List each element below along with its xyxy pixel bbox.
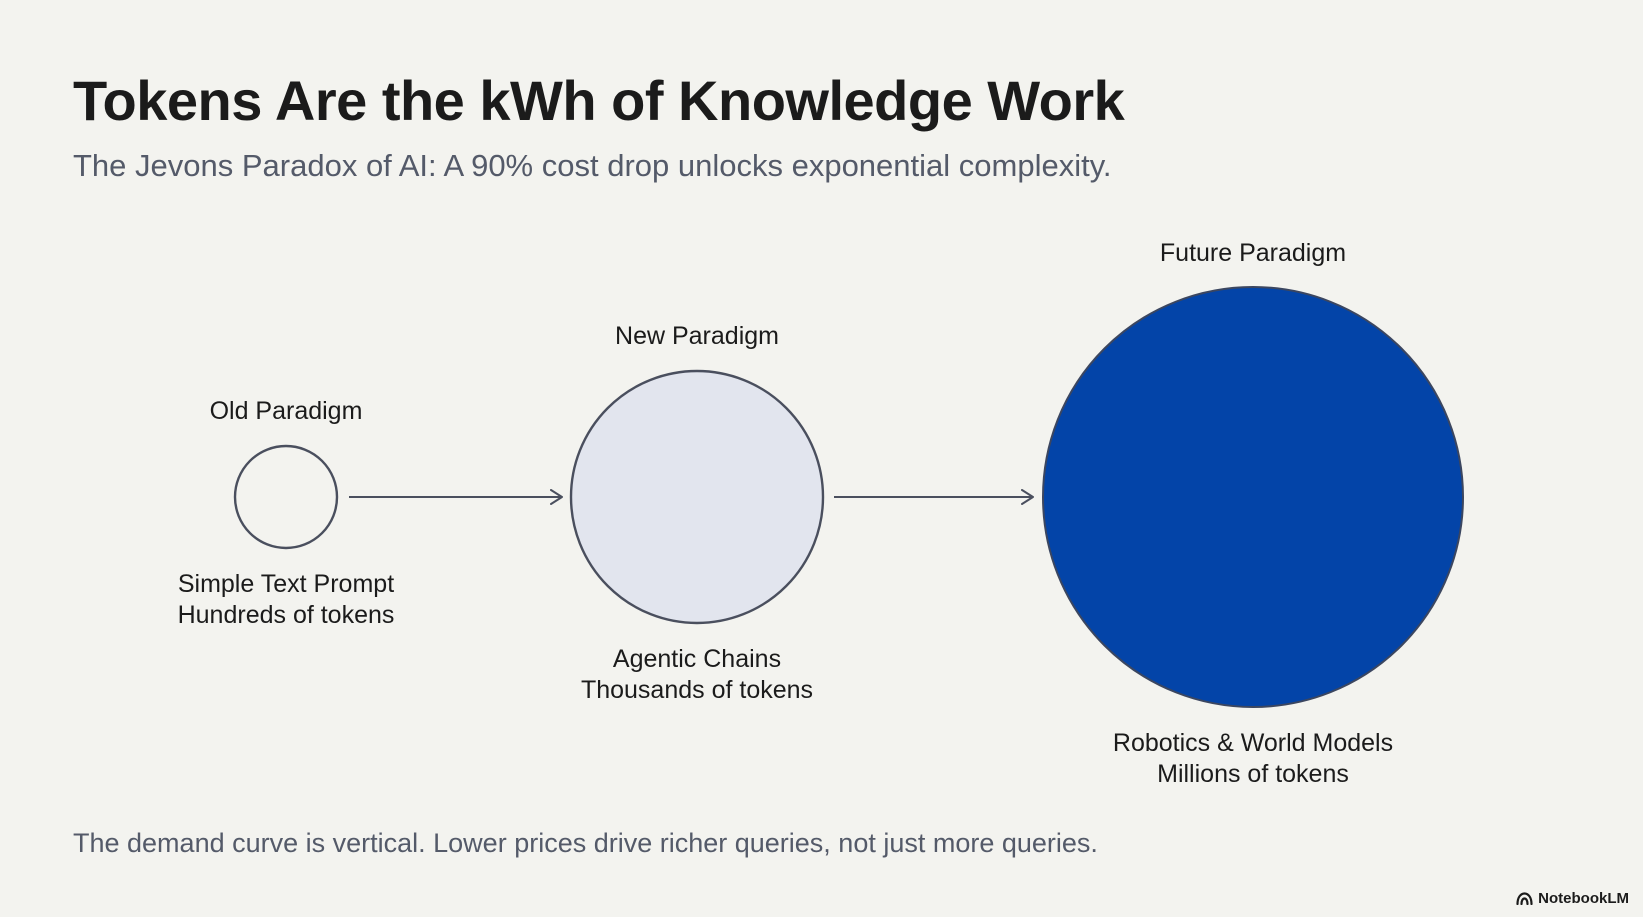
- notebooklm-brand: NotebookLM: [1516, 890, 1629, 907]
- future-paradigm-desc-line1: Robotics & World Models: [1112, 729, 1394, 757]
- new-paradigm-circle: [569, 369, 825, 625]
- slide-title: Tokens Are the kWh of Knowledge Work: [73, 69, 1125, 132]
- old-paradigm-desc-line2: Hundreds of tokens: [177, 601, 395, 629]
- new-paradigm-description: Agentic Chains Thousands of tokens: [581, 644, 813, 706]
- brand-name: NotebookLM: [1538, 890, 1629, 907]
- slide-footer-text: The demand curve is vertical. Lower pric…: [73, 828, 1098, 858]
- old-paradigm-label: Old Paradigm: [209, 397, 363, 425]
- new-paradigm-desc-line1: Agentic Chains: [612, 645, 782, 673]
- new-paradigm-desc-line2: Thousands of tokens: [580, 676, 814, 704]
- slide-subtitle: The Jevons Paradox of AI: A 90% cost dro…: [73, 148, 1112, 183]
- new-paradigm-label: New Paradigm: [615, 322, 779, 350]
- future-paradigm-description: Robotics & World Models Millions of toke…: [1113, 728, 1393, 790]
- old-paradigm-desc-line1: Simple Text Prompt: [177, 570, 395, 598]
- notebooklm-logo-icon: [1516, 892, 1533, 905]
- future-paradigm-desc-line2: Millions of tokens: [1157, 760, 1349, 788]
- future-paradigm-label: Future Paradigm: [1159, 239, 1347, 267]
- old-paradigm-circle: [233, 444, 339, 550]
- old-paradigm-description: Simple Text Prompt Hundreds of tokens: [178, 569, 395, 631]
- future-paradigm-circle: [1042, 286, 1464, 708]
